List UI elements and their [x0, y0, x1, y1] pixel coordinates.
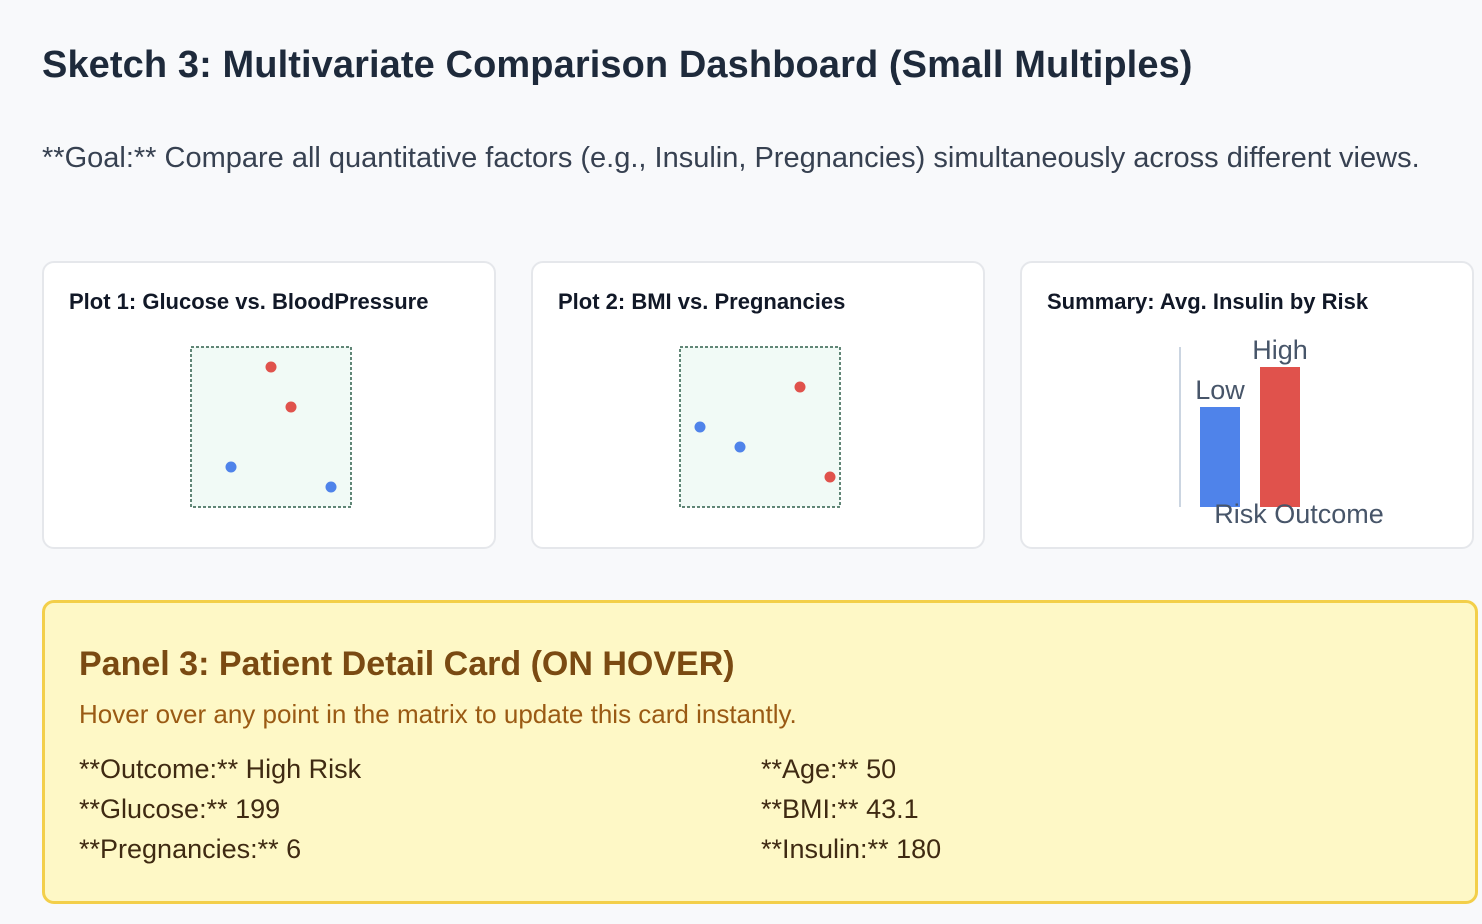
field-pregnancies: **Pregnancies:** 6 [79, 834, 301, 865]
field-label: **BMI:** [761, 794, 859, 824]
plot-area [190, 346, 352, 508]
scatter-plot-1 [190, 346, 352, 508]
low-risk-point[interactable] [225, 461, 237, 473]
panel-subtitle: Hover over any point in the matrix to up… [79, 699, 797, 729]
high-risk-point[interactable] [794, 381, 806, 393]
field-insulin: **Insulin:** 180 [761, 834, 941, 865]
plot-card-bmi-pregnancies: Plot 2: BMI vs. Pregnancies [531, 261, 985, 549]
field-label: **Outcome:** [79, 754, 239, 784]
card-title: Summary: Avg. Insulin by Risk [1047, 289, 1369, 314]
bar-low[interactable] [1200, 407, 1240, 507]
card-title: Plot 2: BMI vs. Pregnancies [558, 289, 846, 314]
x-axis-label: Risk Outcome [1214, 499, 1384, 529]
field-value: 180 [896, 834, 942, 864]
patient-detail-panel: Panel 3: Patient Detail Card (ON HOVER) … [42, 600, 1478, 904]
field-bmi: **BMI:** 43.1 [761, 794, 919, 825]
low-risk-point[interactable] [694, 421, 706, 433]
bar-label-high: High [1252, 335, 1308, 365]
field-value: 50 [866, 754, 897, 784]
field-label: **Pregnancies:** [79, 834, 279, 864]
bar-label-low: Low [1195, 375, 1245, 405]
field-value: 199 [235, 794, 281, 824]
field-outcome: **Outcome:** High Risk [79, 754, 361, 785]
field-value: 6 [286, 834, 302, 864]
summary-card-insulin: Summary: Avg. Insulin by Risk Low High Ri… [1020, 261, 1474, 549]
goal-text: **Goal:** Compare all quantitative facto… [42, 142, 1420, 174]
field-glucose: **Glucose:** 199 [79, 794, 280, 825]
field-label: **Glucose:** [79, 794, 228, 824]
plot-card-glucose-bp: Plot 1: Glucose vs. BloodPressure [42, 261, 496, 549]
high-risk-point[interactable] [824, 471, 836, 483]
high-risk-point[interactable] [285, 401, 297, 413]
page-title: Sketch 3: Multivariate Comparison Dashbo… [42, 44, 1193, 86]
bar-high[interactable] [1260, 367, 1300, 507]
high-risk-point[interactable] [265, 361, 277, 373]
low-risk-point[interactable] [325, 481, 337, 493]
panel-title: Panel 3: Patient Detail Card (ON HOVER) [79, 645, 735, 683]
plot-area [679, 346, 841, 508]
field-label: **Insulin:** [761, 834, 889, 864]
field-value: High Risk [245, 754, 362, 784]
scatter-plot-2 [679, 346, 841, 508]
field-label: **Age:** [761, 754, 859, 784]
field-value: 43.1 [866, 794, 919, 824]
field-age: **Age:** 50 [761, 754, 896, 785]
low-risk-point[interactable] [734, 441, 746, 453]
card-title: Plot 1: Glucose vs. BloodPressure [69, 289, 429, 314]
